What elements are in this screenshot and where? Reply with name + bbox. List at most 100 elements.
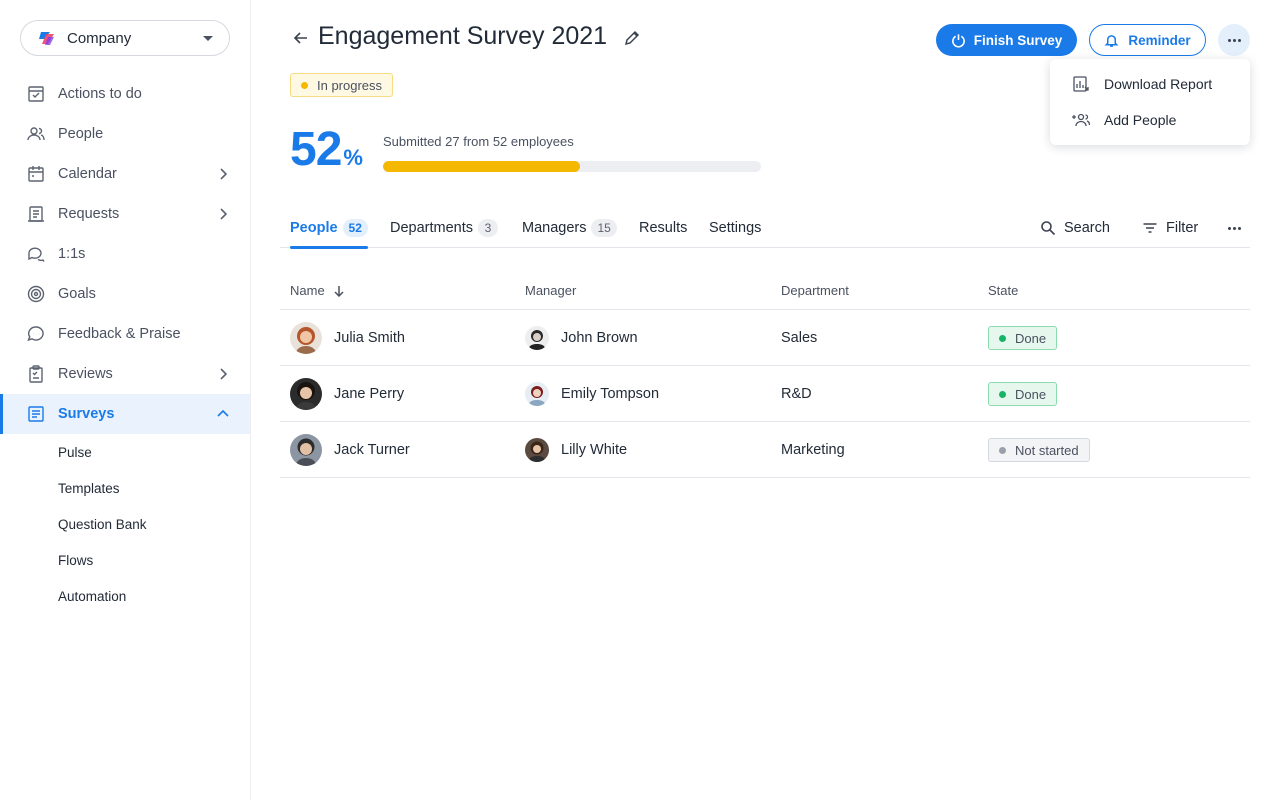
manager-name: Emily Tompson: [561, 386, 660, 402]
sidebar-item-label: People: [58, 126, 104, 142]
department-cell: Sales: [781, 330, 818, 346]
add-people-icon: [1072, 113, 1090, 127]
target-icon: [26, 284, 46, 304]
avatar: [290, 322, 322, 354]
sidebar-item-requests[interactable]: Requests: [0, 194, 250, 234]
sidebar-subitem-templates[interactable]: Templates: [58, 480, 120, 496]
menu-item-download-report[interactable]: Download Report: [1050, 66, 1250, 102]
chevron-up-icon: [216, 407, 230, 421]
table-options-button[interactable]: [1228, 208, 1241, 248]
column-header-state: State: [988, 283, 1018, 298]
sidebar-item-label: Actions to do: [58, 86, 142, 102]
status-text: Done: [1015, 330, 1047, 346]
filter-icon: [1143, 223, 1157, 233]
status-dot: [999, 390, 1006, 398]
tab-label: Departments: [390, 220, 474, 236]
sidebar-item-label: Reviews: [58, 366, 113, 382]
sidebar-item-people[interactable]: People: [0, 114, 250, 154]
tab-settings[interactable]: Settings: [709, 208, 761, 248]
percentage-sign: %: [343, 145, 363, 170]
sidebar: Company Actions to do People Calendar Re…: [0, 0, 251, 800]
search-icon: [1041, 221, 1056, 236]
sidebar-item-label: Surveys: [58, 406, 115, 422]
avatar: [525, 382, 549, 406]
status-dot: [999, 446, 1006, 454]
sidebar-item-label: 1:1s: [58, 246, 86, 262]
state-cell: Done: [988, 310, 1058, 366]
more-actions-button[interactable]: [1218, 24, 1250, 56]
status-badge: In progress: [290, 73, 394, 97]
sidebar-subitem-flows[interactable]: Flows: [58, 552, 94, 568]
table-row[interactable]: Jack Turner Lilly White Marketing Not st…: [280, 422, 1250, 478]
menu-item-label: Add People: [1104, 112, 1177, 128]
sidebar-item-reviews[interactable]: Reviews: [0, 354, 250, 394]
chevron-right-icon: [216, 167, 230, 181]
calendar-icon: [26, 164, 46, 184]
reminder-button[interactable]: Reminder: [1089, 24, 1206, 56]
main-content: Engagement Survey 2021 In progress Finis…: [251, 0, 1280, 800]
tab-label: Managers: [522, 220, 587, 236]
sidebar-item-goals[interactable]: Goals: [0, 274, 250, 314]
company-logo-icon: [39, 32, 54, 45]
table-row[interactable]: Jane Perry Emily Tompson R&D Done: [280, 366, 1250, 422]
clipboard-icon: [26, 364, 46, 384]
chevron-right-icon: [216, 367, 230, 381]
filter-button[interactable]: Filter: [1142, 208, 1198, 248]
status-dot: [301, 81, 308, 89]
more-dots-icon: [1228, 226, 1241, 230]
sidebar-item-one-on-ones[interactable]: 1:1s: [0, 234, 250, 274]
status-badge: Done: [988, 326, 1058, 350]
column-header-department: Department: [781, 283, 849, 298]
progress-bar: [383, 161, 761, 172]
department-cell: R&D: [781, 386, 812, 402]
column-label: Department: [781, 283, 849, 298]
survey-icon: [26, 404, 46, 424]
tab-people[interactable]: People 52: [290, 208, 368, 249]
sidebar-item-label: Calendar: [58, 166, 117, 182]
manager-cell: Emily Tompson: [525, 366, 659, 422]
sidebar-item-actions[interactable]: Actions to do: [0, 74, 250, 114]
status-dot: [999, 334, 1006, 342]
sidebar-item-feedback[interactable]: Feedback & Praise: [0, 314, 250, 354]
column-label: Manager: [525, 283, 577, 298]
state-cell: Done: [988, 366, 1058, 422]
sidebar-item-label: Requests: [58, 206, 120, 222]
sidebar-subitem-automation[interactable]: Automation: [58, 588, 127, 604]
sidebar-item-calendar[interactable]: Calendar: [0, 154, 250, 194]
column-header-name[interactable]: Name: [290, 283, 345, 298]
sidebar-item-label: Feedback & Praise: [58, 326, 181, 342]
manager-cell: John Brown: [525, 310, 638, 366]
column-header-manager: Manager: [525, 283, 576, 298]
company-selector[interactable]: Company: [20, 20, 230, 56]
avatar: [525, 438, 549, 462]
sidebar-subitem-question-bank[interactable]: Question Bank: [58, 516, 147, 532]
finish-survey-button[interactable]: Finish Survey: [936, 24, 1077, 56]
sidebar-subitem-pulse[interactable]: Pulse: [58, 444, 92, 460]
sidebar-item-surveys[interactable]: Surveys: [0, 394, 250, 434]
tab-managers[interactable]: Managers 15: [522, 208, 617, 248]
status-badge: Done: [988, 382, 1058, 406]
status-text: Done: [1015, 386, 1047, 402]
back-arrow-icon[interactable]: [291, 28, 311, 48]
tab-departments[interactable]: Departments 3: [390, 208, 499, 248]
department-cell: Marketing: [781, 442, 845, 458]
menu-item-add-people[interactable]: Add People: [1050, 102, 1250, 138]
search-button[interactable]: Search: [1040, 208, 1110, 248]
progress-bar-fill: [383, 161, 580, 172]
pencil-icon[interactable]: [623, 29, 641, 47]
menu-item-label: Download Report: [1104, 76, 1213, 92]
name-cell: Jane Perry: [290, 366, 404, 422]
sidebar-item-label: Goals: [58, 286, 96, 302]
percentage-value: 52: [290, 123, 342, 176]
table-row[interactable]: Julia Smith John Brown Sales Done: [280, 310, 1250, 366]
search-label: Search: [1064, 220, 1110, 236]
sidebar-nav: Actions to do People Calendar Requests 1…: [0, 74, 250, 614]
tab-results[interactable]: Results: [639, 208, 687, 248]
state-cell: Not started: [988, 422, 1090, 478]
person-name: Jane Perry: [334, 386, 405, 402]
filter-label: Filter: [1166, 220, 1199, 236]
sort-arrow-down-icon: [334, 285, 344, 297]
person-name: Julia Smith: [334, 330, 405, 346]
submitted-text: Submitted 27 from 52 employees: [383, 134, 574, 149]
table-header: Name Manager Department State: [280, 272, 1250, 310]
